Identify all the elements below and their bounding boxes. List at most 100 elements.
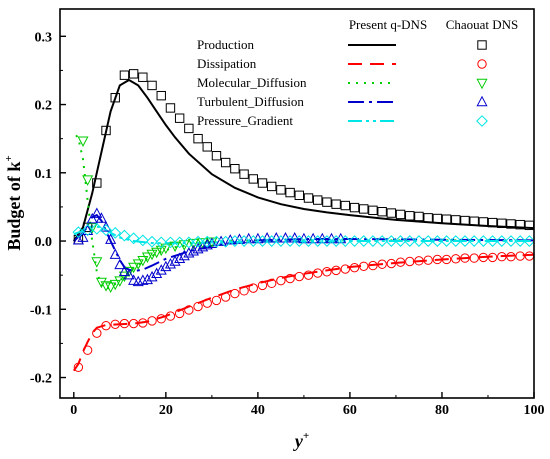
molecular-diffusion-point	[82, 175, 94, 186]
production-point	[165, 103, 176, 113]
production-point	[451, 215, 461, 225]
dissipation-point	[524, 251, 534, 261]
pressure-gradient-point	[486, 235, 499, 247]
pressure-gradient-point	[302, 235, 315, 247]
turbulent-diffusion-point	[82, 224, 94, 235]
pressure-gradient-point	[155, 236, 168, 249]
pressure-gradient-point	[440, 235, 453, 247]
pressure-gradient-point	[357, 235, 370, 247]
turbulent-diffusion-point	[155, 264, 167, 275]
production-point	[441, 214, 452, 224]
production-point	[138, 72, 148, 82]
pressure-gradient-point	[403, 235, 416, 247]
dissipation-point	[460, 253, 470, 263]
turbulent-diffusion-point	[178, 249, 190, 261]
dissipation-point	[257, 280, 268, 291]
dissipation-point	[377, 259, 387, 269]
dissipation-point	[276, 275, 286, 286]
production-point	[386, 208, 397, 218]
pressure-gradient-point	[274, 235, 287, 247]
turbulent-diffusion-point	[72, 234, 84, 245]
dissipation-point	[515, 251, 525, 261]
production-point	[193, 133, 203, 144]
dissipation-point	[451, 254, 461, 264]
production-point	[257, 178, 268, 188]
pressure-gradient-point	[468, 235, 481, 247]
legend-label-turbulent-diffusion: Turbulent_Diffusion	[197, 94, 304, 109]
pressure-gradient-point	[72, 226, 85, 239]
molecular-diffusion-point	[95, 277, 107, 289]
x-tick-label: 40	[251, 403, 265, 418]
y-tick-label: 0.1	[35, 167, 53, 182]
pressure-gradient-point	[118, 229, 131, 242]
molecular-diffusion-point	[100, 281, 112, 292]
dissipation-point	[322, 267, 332, 277]
pressure-gradient-point	[330, 235, 343, 247]
turbulent-diffusion-point	[109, 248, 121, 259]
production-point	[395, 209, 406, 220]
production-point	[460, 215, 470, 226]
pressure-gradient-point	[238, 235, 250, 247]
turbulent-diffusion-point	[233, 233, 246, 244]
y-tick-label: 0.0	[35, 235, 53, 250]
dissipation-line	[72, 253, 534, 372]
pressure-gradient-point	[459, 235, 471, 247]
dissipation-point	[405, 256, 415, 267]
turbulent-diffusion-point	[215, 235, 227, 246]
molecular-diffusion-point	[86, 223, 98, 234]
dissipation-point	[220, 292, 231, 302]
turbulent-diffusion-point	[164, 257, 176, 269]
x-tick-label: 80	[435, 403, 449, 418]
production-point	[294, 190, 305, 201]
dissipation-point	[266, 278, 277, 289]
production-point	[405, 211, 415, 221]
dissipation-point	[110, 319, 120, 329]
turbulent-diffusion-point	[114, 258, 126, 270]
turbulent-diffusion-point	[105, 233, 117, 244]
production-point	[220, 157, 231, 168]
pressure-gradient-point	[136, 234, 149, 247]
dissipation-point	[340, 264, 351, 274]
molecular-diffusion-point	[128, 262, 140, 274]
pressure-gradient-point	[495, 235, 508, 247]
molecular-diffusion-point	[132, 259, 144, 270]
dissipation-point	[285, 273, 295, 284]
molecular-diffusion-point	[137, 255, 149, 267]
pressure-gradient-point	[367, 235, 379, 247]
x-tick-label: 60	[343, 403, 357, 418]
production-point	[285, 187, 295, 198]
production-point	[359, 204, 369, 214]
molecular-diffusion-point	[187, 238, 199, 250]
dissipation-point	[386, 258, 397, 269]
production-point	[266, 181, 277, 192]
production-point	[202, 142, 212, 152]
pressure-gradient-point	[321, 235, 333, 247]
legend-marker-production	[477, 40, 487, 50]
pressure-gradient-point	[228, 235, 241, 247]
turbulent-diffusion-point	[197, 240, 209, 252]
dissipation-point	[414, 256, 424, 266]
legend-marker-pressure-gradient	[476, 115, 488, 127]
pressure-gradient-point	[422, 235, 435, 247]
production-point	[313, 195, 323, 205]
turbulent-diffusion-point	[141, 273, 153, 285]
turbulent-diffusion-point	[183, 247, 195, 258]
production-point	[276, 185, 286, 195]
x-axis-label: y+	[293, 430, 309, 451]
dissipation-point	[359, 261, 369, 271]
legend-label-molecular-diffusion: Molecular_Diffusion	[197, 75, 307, 90]
pressure-gradient-point	[219, 235, 232, 248]
production-point	[128, 69, 139, 79]
pressure-gradient-point	[477, 235, 490, 247]
turbulent-diffusion-point	[169, 255, 181, 266]
production-point	[487, 217, 498, 228]
dissipation-point	[128, 318, 139, 329]
pressure-gradient-point	[90, 222, 103, 235]
dissipation-point	[138, 318, 148, 328]
dissipation-point	[73, 362, 84, 372]
dissipation-point	[156, 314, 166, 324]
dissipation-point	[423, 255, 433, 265]
pressure-gradient-point	[523, 235, 534, 247]
turbulent-diffusion-point	[174, 252, 186, 263]
legend-label-production: Production	[197, 37, 255, 52]
